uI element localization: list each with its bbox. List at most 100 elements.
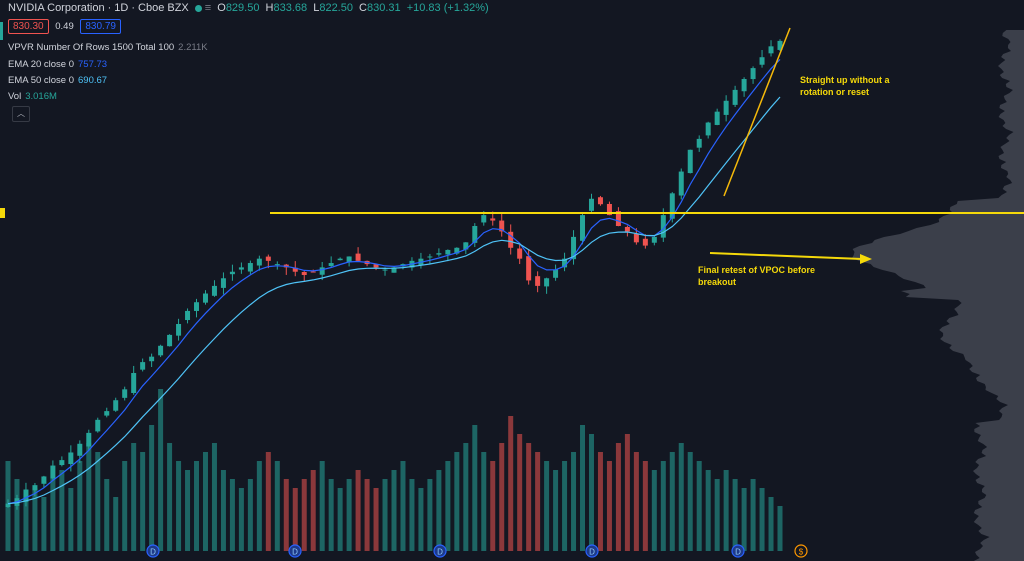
volume-bar xyxy=(687,452,693,551)
collapse-legend-icon[interactable]: ︿ xyxy=(12,106,30,122)
bid-pill[interactable]: 830.30 xyxy=(8,19,49,34)
volume-bar xyxy=(265,452,271,551)
annotation-top: Straight up without a rotation or reset xyxy=(800,75,890,97)
candle-body xyxy=(526,256,532,281)
candle-body xyxy=(669,193,675,219)
candle-body xyxy=(562,258,568,268)
candle-body xyxy=(454,247,460,254)
volume-bar xyxy=(759,488,765,551)
price-level-marker xyxy=(0,208,5,218)
volume-bar xyxy=(696,461,702,551)
candle-body xyxy=(732,89,738,105)
volume-bar xyxy=(50,479,56,551)
candle-body xyxy=(768,46,774,54)
candle-body xyxy=(301,272,307,275)
volume-bar xyxy=(86,443,92,551)
volume-bar xyxy=(768,497,774,551)
arrow-head xyxy=(860,254,872,264)
volume-bar xyxy=(400,461,406,551)
volume-bar xyxy=(642,461,648,551)
event-label: D xyxy=(150,548,156,557)
candle-body xyxy=(606,203,612,216)
ema50-legend[interactable]: EMA 50 close 0 690.67 xyxy=(8,75,107,86)
candle-body xyxy=(373,264,379,268)
candle-body xyxy=(194,302,200,311)
volume-bar xyxy=(615,443,621,551)
candle-body xyxy=(499,220,505,232)
low-label: L xyxy=(313,2,320,14)
candle-body xyxy=(131,373,137,393)
compare-icon[interactable]: ≡ xyxy=(204,2,212,14)
volume-legend[interactable]: Vol 3.016M xyxy=(8,91,57,102)
symbol-header[interactable]: NVIDIA Corporation · 1D · Cboe BZX ≡ O829.50 … xyxy=(8,2,492,14)
low-value: 822.50 xyxy=(319,2,353,14)
candle-body xyxy=(642,238,648,246)
candle-body xyxy=(265,256,271,261)
candle-body xyxy=(517,248,523,259)
ask-pill[interactable]: 830.79 xyxy=(80,19,121,34)
spread-value: 0.49 xyxy=(55,21,74,32)
volume-bar xyxy=(32,488,38,551)
candle-body xyxy=(86,432,92,447)
candle-body xyxy=(436,253,442,255)
volume-bar xyxy=(571,452,577,551)
volume-bar xyxy=(301,479,307,551)
volume-profile xyxy=(852,30,1024,561)
dividend-marker-icon xyxy=(585,544,599,558)
candle-body xyxy=(328,263,334,266)
vpvr-legend[interactable]: VPVR Number Of Rows 1500 Total 100 2.211K xyxy=(8,42,208,53)
volume-bar xyxy=(194,461,200,551)
candle-body xyxy=(777,40,783,50)
volume-bar xyxy=(113,497,119,551)
interval[interactable]: 1D xyxy=(114,2,129,14)
candle-body xyxy=(185,310,191,321)
dividend-marker-icon xyxy=(433,544,447,558)
candle-body xyxy=(391,267,397,273)
candle-body xyxy=(490,218,496,221)
close-value: 830.31 xyxy=(367,2,401,14)
candle-body xyxy=(624,226,630,232)
separator-dot-2: · xyxy=(131,2,136,14)
vpvr-value: 2.211K xyxy=(178,42,208,53)
volume-value: 3.016M xyxy=(25,91,57,102)
volume-bar xyxy=(517,434,523,551)
volume-bar xyxy=(382,479,388,551)
volume-bar xyxy=(256,461,262,551)
vpvr-label: VPVR Number Of Rows 1500 Total 100 xyxy=(8,42,175,53)
high-label: H xyxy=(265,2,274,14)
candle-body xyxy=(588,198,594,211)
ema20-value: 757.73 xyxy=(78,59,108,70)
candle-body xyxy=(355,253,361,261)
volume-bar xyxy=(391,470,397,551)
ema50-value: 690.67 xyxy=(78,75,108,86)
candle-body xyxy=(759,57,765,65)
candle-body xyxy=(472,226,478,243)
event-label: D xyxy=(735,548,741,557)
volume-bar xyxy=(140,452,146,551)
dividend-event-icon xyxy=(794,544,808,558)
candle-body xyxy=(660,215,666,238)
candle-body xyxy=(463,242,469,250)
open-label: O xyxy=(217,2,226,14)
volume-bar xyxy=(633,452,639,551)
volume-bar xyxy=(310,470,316,551)
volume-bar xyxy=(247,479,253,551)
candle-body xyxy=(176,324,182,336)
vpvr-histogram xyxy=(852,30,1024,561)
candle-body xyxy=(481,215,487,223)
volume-bar xyxy=(777,506,783,551)
volume-bar xyxy=(77,461,83,551)
symbol-name[interactable]: NVIDIA Corporation xyxy=(8,2,105,14)
event-label: D xyxy=(437,548,443,557)
annotation-bottom: Final retest of VPOC before breakout xyxy=(698,265,816,287)
candle-body xyxy=(723,100,729,115)
volume-bar xyxy=(553,470,559,551)
candle-body xyxy=(247,263,253,272)
event-markers: D D D D D $ xyxy=(146,544,808,558)
candle-body xyxy=(68,452,74,465)
ema20-legend[interactable]: EMA 20 close 0 757.73 xyxy=(8,59,107,70)
volume-bar xyxy=(562,461,568,551)
volume-bar xyxy=(59,470,65,551)
candle-body xyxy=(615,211,621,226)
